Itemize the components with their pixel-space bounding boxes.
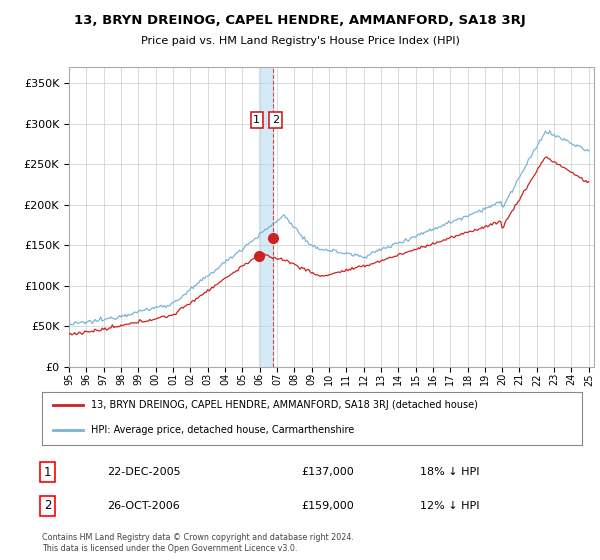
Text: £159,000: £159,000 [301, 501, 354, 511]
Text: 1: 1 [253, 115, 260, 125]
Text: £137,000: £137,000 [301, 468, 354, 478]
Text: Price paid vs. HM Land Registry's House Price Index (HPI): Price paid vs. HM Land Registry's House … [140, 36, 460, 46]
Text: 2: 2 [272, 115, 279, 125]
Text: HPI: Average price, detached house, Carmarthenshire: HPI: Average price, detached house, Carm… [91, 425, 354, 435]
Text: 13, BRYN DREINOG, CAPEL HENDRE, AMMANFORD, SA18 3RJ: 13, BRYN DREINOG, CAPEL HENDRE, AMMANFOR… [74, 14, 526, 27]
Text: 1: 1 [44, 466, 51, 479]
Text: 26-OCT-2006: 26-OCT-2006 [107, 501, 179, 511]
Text: 18% ↓ HPI: 18% ↓ HPI [420, 468, 479, 478]
Text: 12% ↓ HPI: 12% ↓ HPI [420, 501, 479, 511]
Bar [259, 67, 273, 367]
Text: 13, BRYN DREINOG, CAPEL HENDRE, AMMANFORD, SA18 3RJ (detached house): 13, BRYN DREINOG, CAPEL HENDRE, AMMANFOR… [91, 400, 478, 410]
Text: 2: 2 [44, 500, 51, 512]
Text: 22-DEC-2005: 22-DEC-2005 [107, 468, 181, 478]
Text: Contains HM Land Registry data © Crown copyright and database right 2024.
This d: Contains HM Land Registry data © Crown c… [42, 533, 354, 553]
